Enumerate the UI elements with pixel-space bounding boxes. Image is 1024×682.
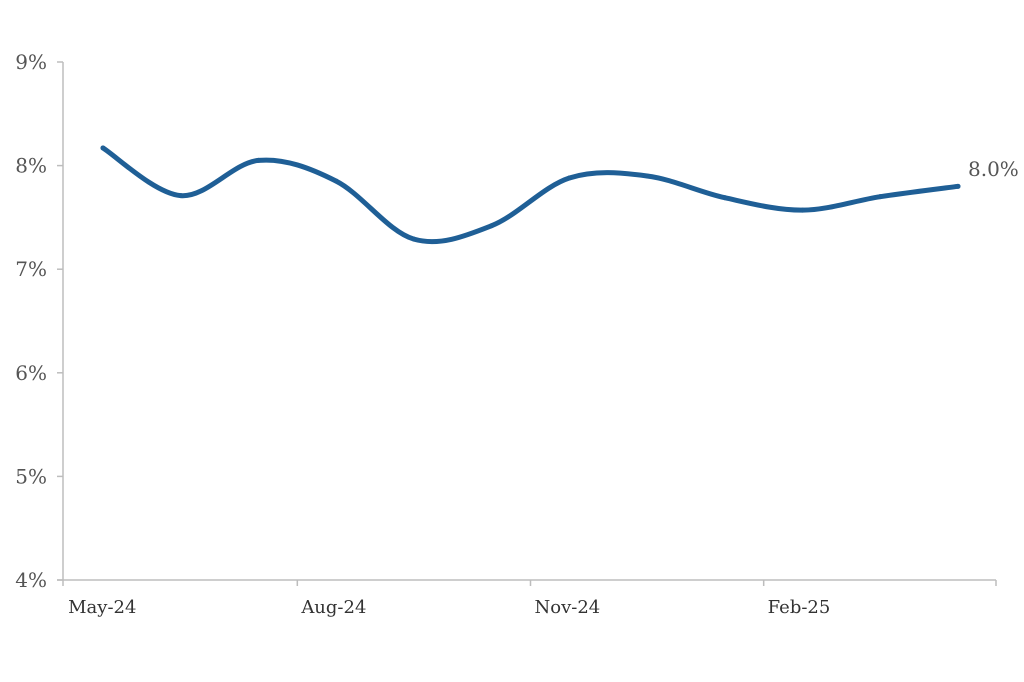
y-tick-label: 7% [15, 257, 47, 281]
data-point [800, 207, 806, 213]
data-point [566, 175, 572, 181]
y-tick-label: 5% [15, 464, 47, 488]
y-tick-label: 8% [15, 154, 47, 178]
data-point [333, 178, 339, 184]
data-point [955, 183, 961, 189]
y-axis-ticks: 4% 5% 6% 7% 8% 9% [15, 50, 63, 592]
y-tick-label: 4% [15, 568, 47, 592]
axes [57, 62, 996, 581]
data-point [100, 145, 106, 151]
y-tick-label: 6% [15, 361, 47, 385]
data-point [722, 195, 728, 201]
x-tick-label: May-24 [68, 597, 136, 618]
x-tick-label: Aug-24 [300, 597, 366, 618]
x-tick-label: Nov-24 [535, 597, 601, 618]
data-point [178, 193, 184, 199]
x-tick-label: Feb-25 [768, 597, 831, 618]
series-layer [100, 145, 961, 245]
x-axis-ticks: May-24 Aug-24 Nov-24 Feb-25 [62, 580, 997, 618]
data-point [255, 157, 261, 163]
series-line [100, 145, 961, 245]
end-value-label: 8.0% [968, 157, 1019, 181]
data-point [877, 194, 883, 200]
data-point [489, 223, 495, 229]
data-point [644, 173, 650, 179]
data-point [411, 236, 417, 242]
y-tick-label: 9% [15, 50, 47, 74]
